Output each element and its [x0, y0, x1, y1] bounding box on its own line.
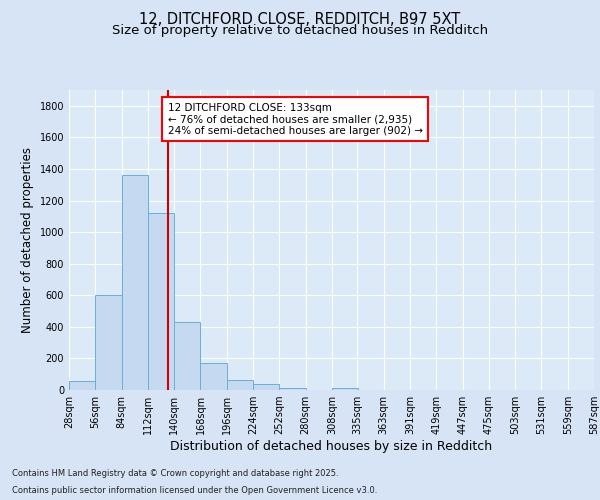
Bar: [227, 380, 253, 390]
Bar: [95, 296, 122, 390]
Bar: [332, 388, 358, 390]
Text: 12, DITCHFORD CLOSE, REDDITCH, B97 5XT: 12, DITCHFORD CLOSE, REDDITCH, B97 5XT: [139, 12, 461, 28]
Text: Contains public sector information licensed under the Open Government Licence v3: Contains public sector information licen…: [12, 486, 377, 495]
Text: Size of property relative to detached houses in Redditch: Size of property relative to detached ho…: [112, 24, 488, 37]
Text: Contains HM Land Registry data © Crown copyright and database right 2025.: Contains HM Land Registry data © Crown c…: [12, 468, 338, 477]
X-axis label: Distribution of detached houses by size in Redditch: Distribution of detached houses by size …: [170, 440, 493, 453]
Bar: [69, 382, 95, 390]
Bar: [148, 213, 174, 390]
Bar: [253, 384, 280, 390]
Bar: [200, 363, 227, 390]
Bar: [174, 322, 200, 390]
Text: 12 DITCHFORD CLOSE: 133sqm
← 76% of detached houses are smaller (2,935)
24% of s: 12 DITCHFORD CLOSE: 133sqm ← 76% of deta…: [167, 102, 422, 136]
Y-axis label: Number of detached properties: Number of detached properties: [21, 147, 34, 333]
Bar: [280, 388, 305, 390]
Bar: [122, 176, 148, 390]
